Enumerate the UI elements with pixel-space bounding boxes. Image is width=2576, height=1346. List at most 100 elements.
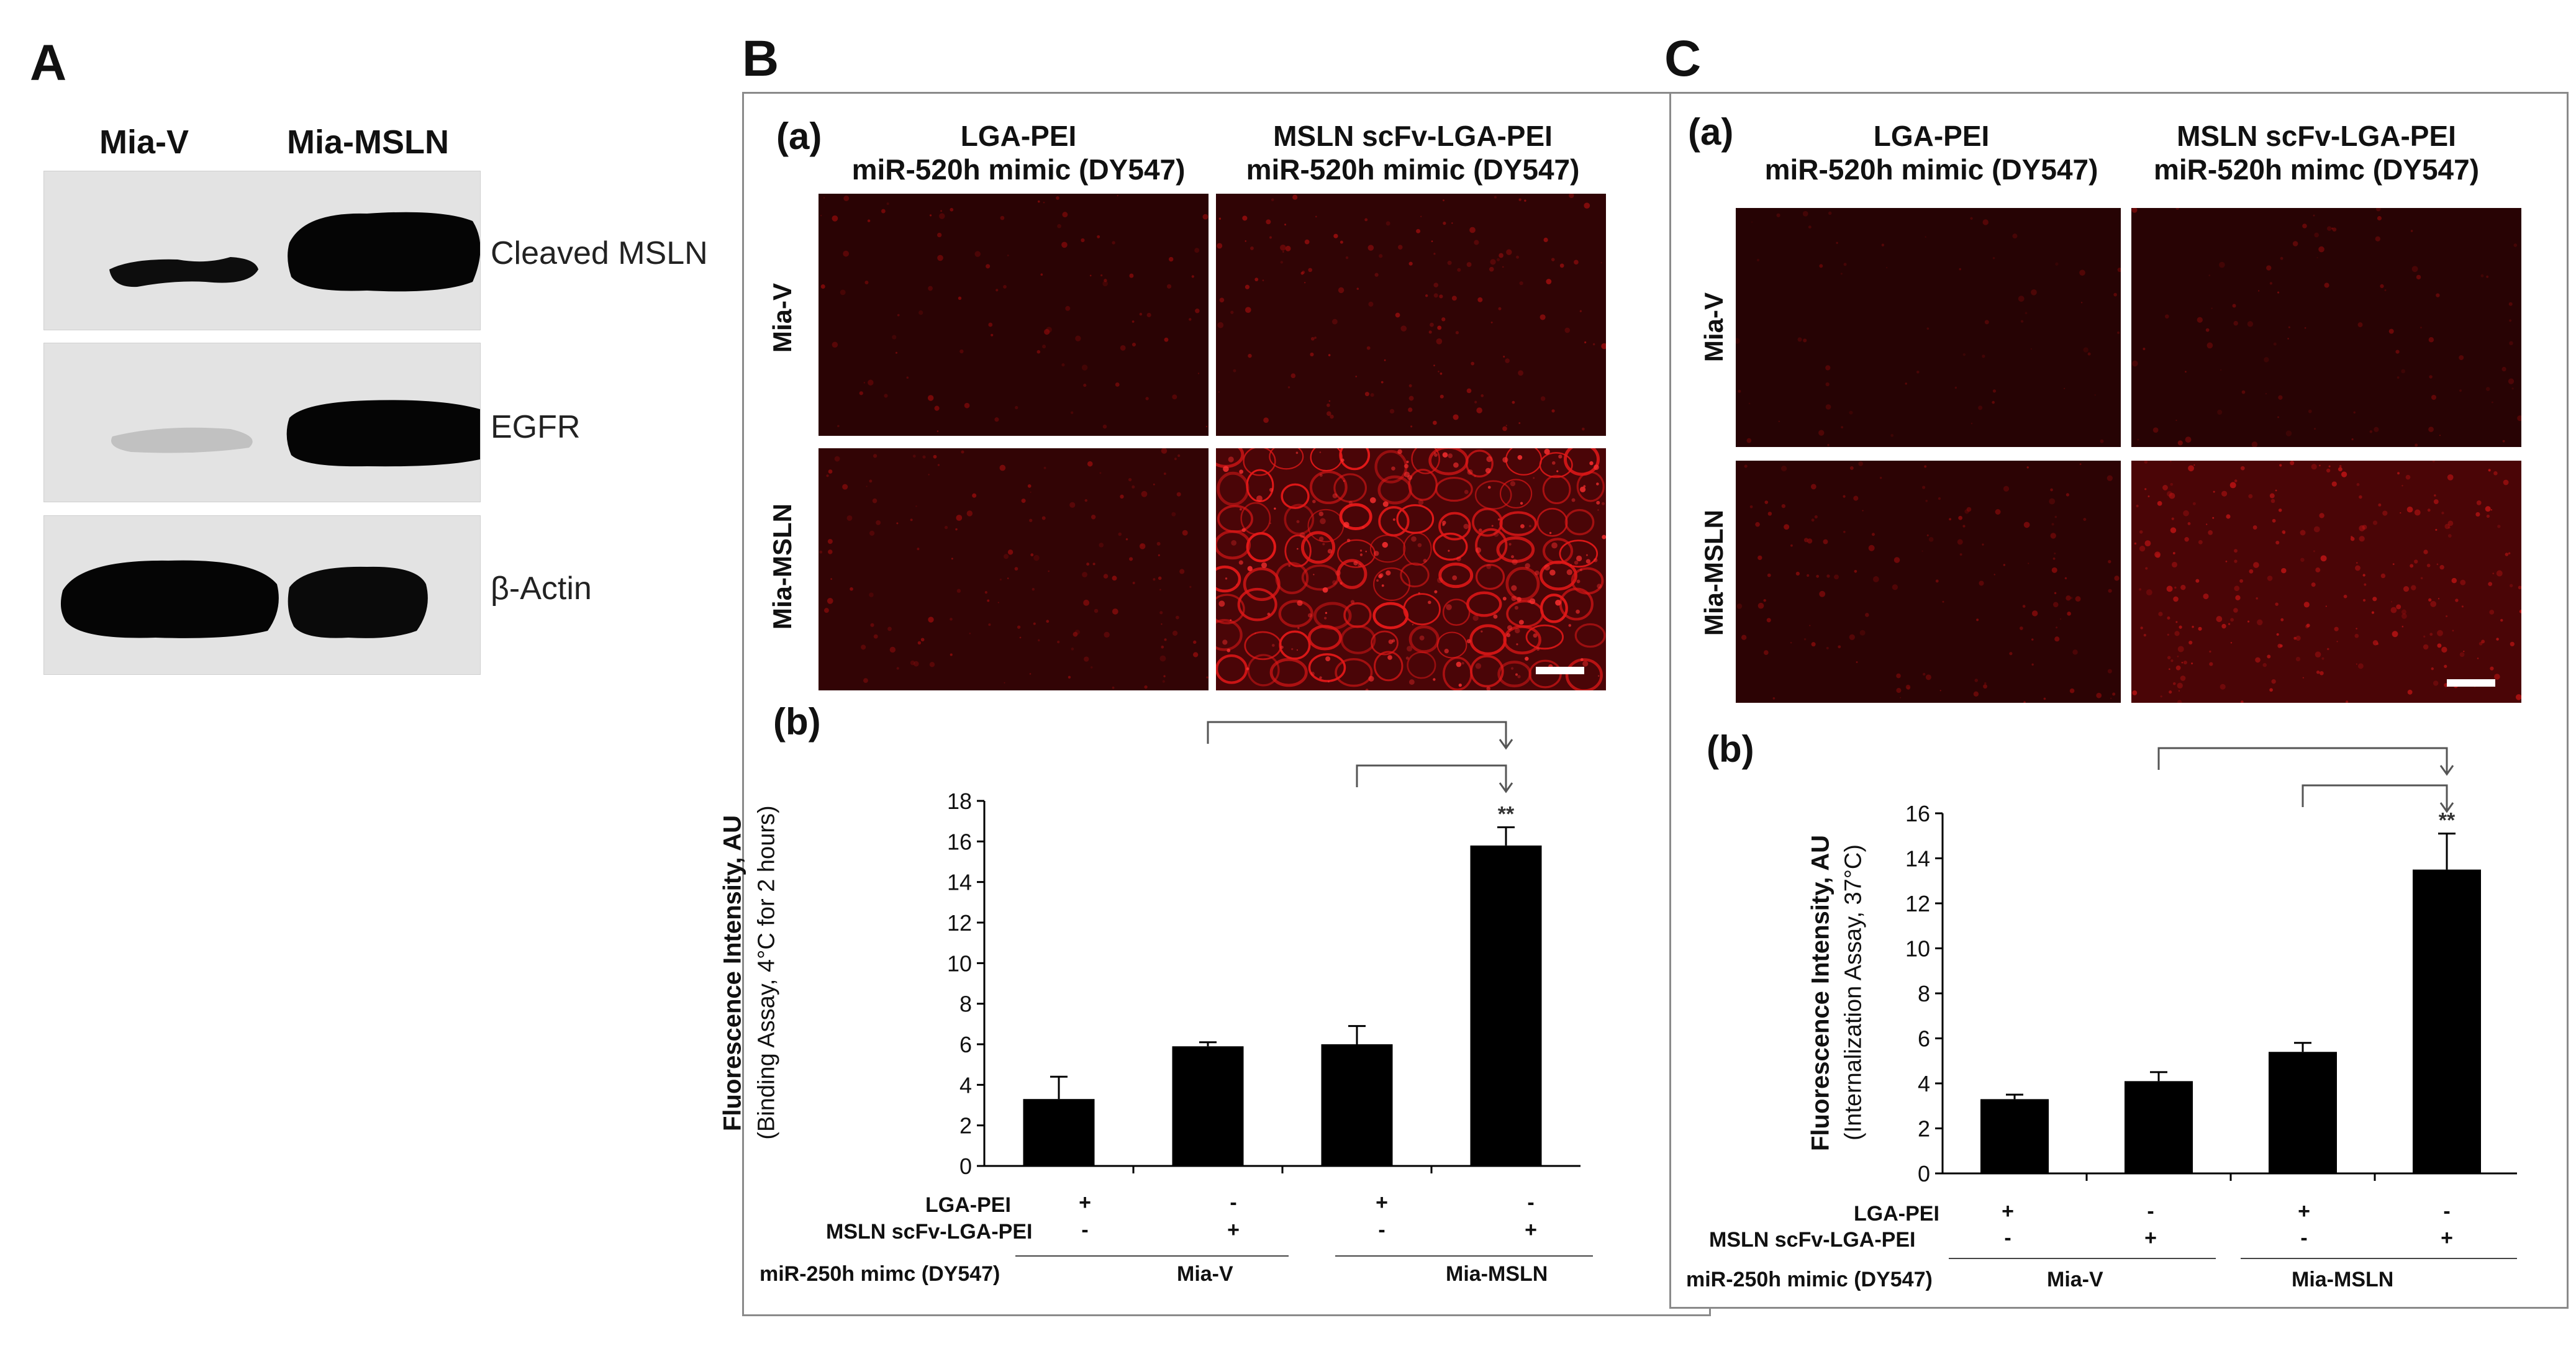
speckle-dot: [2239, 579, 2244, 583]
speckle-dot: [2066, 493, 2070, 497]
speckle-dot: [2382, 510, 2388, 516]
speckle-dot: [2481, 639, 2485, 644]
speckle-dot: [1163, 675, 1166, 677]
speckle-dot: [819, 550, 823, 554]
speckle-dot: [1359, 553, 1363, 556]
y-tick-label: 2: [1918, 1116, 1930, 1142]
speckle-dot: [1343, 480, 1345, 482]
panel-b-group2: Mia-MSLN: [1446, 1262, 1548, 1286]
speckle-dot: [2428, 427, 2434, 432]
speckle-dot: [1982, 219, 1989, 225]
speckle-dot: [2171, 517, 2174, 520]
speckle-dot: [1474, 400, 1477, 404]
speckle-dot: [999, 464, 1006, 471]
speckle-dot: [2180, 584, 2186, 590]
cell-outline: [1340, 625, 1376, 654]
speckle-dot: [1819, 590, 1826, 597]
speckle-dot: [1043, 466, 1046, 469]
speckle-dot: [1780, 466, 1787, 472]
speckle-dot: [1271, 198, 1274, 202]
cell-outline: [1435, 476, 1473, 502]
speckle-dot: [2275, 540, 2280, 545]
speckle-dot: [1983, 684, 1987, 689]
cell-outline: [1335, 657, 1373, 687]
panel-b-label: B: [742, 30, 779, 87]
speckle-dot: [961, 450, 964, 454]
speckle-dot: [1061, 242, 1068, 248]
speckle-dot: [2100, 439, 2104, 443]
speckle-dot: [1132, 581, 1135, 584]
speckle-dot: [2423, 549, 2428, 554]
speckle-dot: [928, 474, 930, 476]
speckle-dot: [1736, 603, 1743, 609]
speckle-dot: [1437, 325, 1442, 330]
speckle-dot: [2170, 659, 2174, 662]
speckle-dot: [2325, 605, 2327, 607]
speckle-dot: [1834, 574, 1839, 580]
cell-outline: [1403, 532, 1432, 566]
speckle-dot: [1115, 382, 1120, 387]
speckle-dot: [1366, 346, 1371, 350]
bar-4: [1470, 845, 1542, 1166]
speckle-dot: [1041, 516, 1046, 520]
y-tick-label: 8: [959, 991, 972, 1017]
speckle-dot: [1924, 465, 1927, 468]
panel-c-group1: Mia-V: [2047, 1268, 2103, 1291]
speckle-dot: [1282, 251, 1284, 253]
speckle-dot: [1236, 584, 1238, 585]
speckle-dot: [2188, 465, 2194, 472]
speckle-dot: [2319, 464, 2321, 467]
speckle-dot: [2143, 634, 2146, 637]
speckle-dot: [2248, 494, 2253, 499]
speckle-dot: [1570, 564, 1572, 566]
cell-outline: [1466, 591, 1502, 617]
panel-b-r2-s2: +: [1227, 1218, 1240, 1242]
speckle-dot: [864, 280, 869, 284]
speckle-dot: [2346, 700, 2349, 703]
speckle-dot: [1525, 563, 1531, 569]
speckle-dot: [1814, 515, 1818, 519]
speckle-dot: [2494, 674, 2500, 680]
speckle-dot: [1350, 600, 1355, 604]
speckle-dot: [2170, 527, 2177, 533]
cell-outline: [1475, 528, 1508, 563]
speckle-dot: [2508, 378, 2515, 384]
panel-c-chart: 0 2 4 6 8 10 12 14 16 **: [1669, 702, 2569, 1260]
y-tick-label: 4: [1918, 1071, 1930, 1096]
speckle-dot: [1443, 222, 1446, 225]
speckle-dot: [1433, 253, 1436, 255]
speckle-dot: [1004, 682, 1005, 684]
speckle-dot: [1506, 633, 1511, 638]
speckle-dot: [2354, 633, 2359, 638]
speckle-dot: [2351, 536, 2353, 538]
speckle-dot: [1099, 472, 1102, 474]
speckle-dot: [2162, 485, 2168, 490]
speckle-dot: [1408, 679, 1415, 685]
speckle-dot: [950, 653, 953, 656]
speckle-dot: [1440, 372, 1443, 375]
speckle-dot: [1853, 495, 1859, 501]
speckle-dot: [1433, 678, 1436, 681]
panel-c-label: C: [1664, 30, 1702, 87]
y-tick-label: 6: [959, 1032, 972, 1057]
speckle-dot: [1104, 279, 1107, 282]
speckle-dot: [869, 530, 875, 536]
speckle-dot: [1328, 400, 1331, 402]
speckle-dot: [2362, 574, 2365, 577]
speckle-dot: [2023, 701, 2026, 703]
speckle-dot: [1995, 509, 2001, 515]
speckle-dot: [2178, 690, 2180, 692]
speckle-dot: [1453, 462, 1459, 468]
speckle-dot: [1819, 264, 1823, 268]
speckle-dot: [1164, 638, 1167, 641]
speckle-dot: [1584, 341, 1587, 344]
speckle-dot: [1159, 655, 1166, 662]
cell-outline: [1237, 587, 1277, 621]
speckle-dot: [1811, 642, 1816, 647]
speckle-dot: [2287, 338, 2289, 340]
speckle-dot: [1218, 217, 1222, 220]
speckle-dot: [2427, 508, 2431, 512]
speckle-dot: [1161, 645, 1164, 649]
speckle-dot: [2022, 605, 2026, 608]
speckle-dot: [1348, 500, 1353, 505]
